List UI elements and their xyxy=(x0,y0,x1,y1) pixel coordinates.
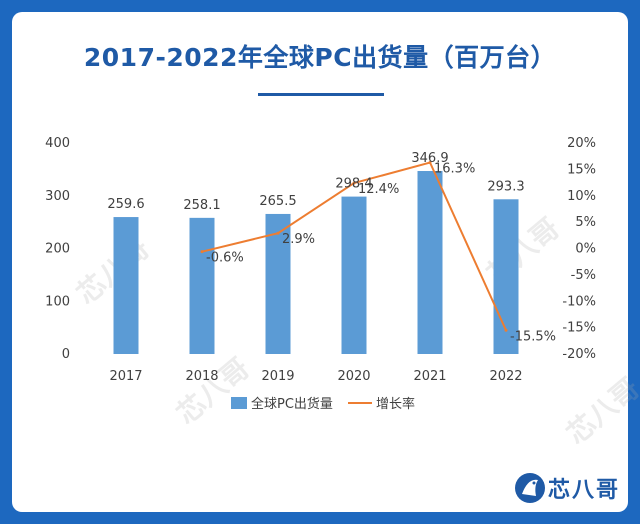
y-right-tick-label: 15% xyxy=(567,162,596,177)
x-tick-label: 2018 xyxy=(185,369,218,384)
chart-title: 2017-2022年全球PC出货量（百万台） xyxy=(83,43,557,72)
bar-value-label: 259.6 xyxy=(107,197,144,212)
growth-point xyxy=(352,181,356,185)
y-right-tick-label: -15% xyxy=(562,321,596,336)
growth-value-label: -15.5% xyxy=(510,329,556,344)
bar xyxy=(417,171,443,354)
growth-point xyxy=(276,231,280,235)
y-right-tick-label: -10% xyxy=(562,294,596,309)
y-left-tick-label: 400 xyxy=(45,136,70,151)
growth-value-label: 12.4% xyxy=(358,182,399,197)
legend-swatch-bar xyxy=(231,397,247,409)
growth-value-label: -0.6% xyxy=(206,251,244,266)
bar-value-label: 258.1 xyxy=(183,198,220,213)
y-left-tick-label: 100 xyxy=(45,294,70,309)
bar-value-label: 293.3 xyxy=(487,179,524,194)
growth-point xyxy=(428,161,432,165)
bar-value-label: 265.5 xyxy=(259,194,296,209)
brand-name: 芯八哥 xyxy=(548,478,621,503)
legend-label-line: 增长率 xyxy=(376,396,415,412)
x-tick-label: 2020 xyxy=(337,369,370,384)
y-right-tick-label: -20% xyxy=(562,347,596,362)
bar xyxy=(113,217,139,354)
y-right-tick-label: 10% xyxy=(567,189,596,204)
bar xyxy=(189,217,215,354)
y-right-tick-label: 20% xyxy=(567,136,596,151)
y-right-tick-label: 5% xyxy=(575,215,596,230)
growth-value-label: 2.9% xyxy=(282,232,315,247)
legend-label-bar: 全球PC出货量 xyxy=(251,396,333,412)
x-tick-label: 2017 xyxy=(109,369,142,384)
bar xyxy=(265,213,291,354)
x-tick-label: 2022 xyxy=(489,369,522,384)
growth-point xyxy=(200,250,204,254)
y-right-tick-label: -5% xyxy=(571,268,596,283)
bar-value-label: 346.9 xyxy=(411,151,448,166)
growth-value-label: 16.3% xyxy=(434,162,475,177)
title-underline xyxy=(258,93,384,96)
x-tick-label: 2021 xyxy=(413,369,446,384)
x-tick-label: 2019 xyxy=(261,369,294,384)
y-right-tick-label: 0% xyxy=(575,242,596,257)
growth-point xyxy=(504,328,508,332)
y-left-tick-label: 0 xyxy=(62,347,70,362)
y-left-tick-label: 200 xyxy=(45,242,70,257)
bar xyxy=(341,196,367,354)
bird-icon xyxy=(515,473,545,503)
y-left-tick-label: 300 xyxy=(45,189,70,204)
bar-value-label: 298.4 xyxy=(335,177,372,192)
